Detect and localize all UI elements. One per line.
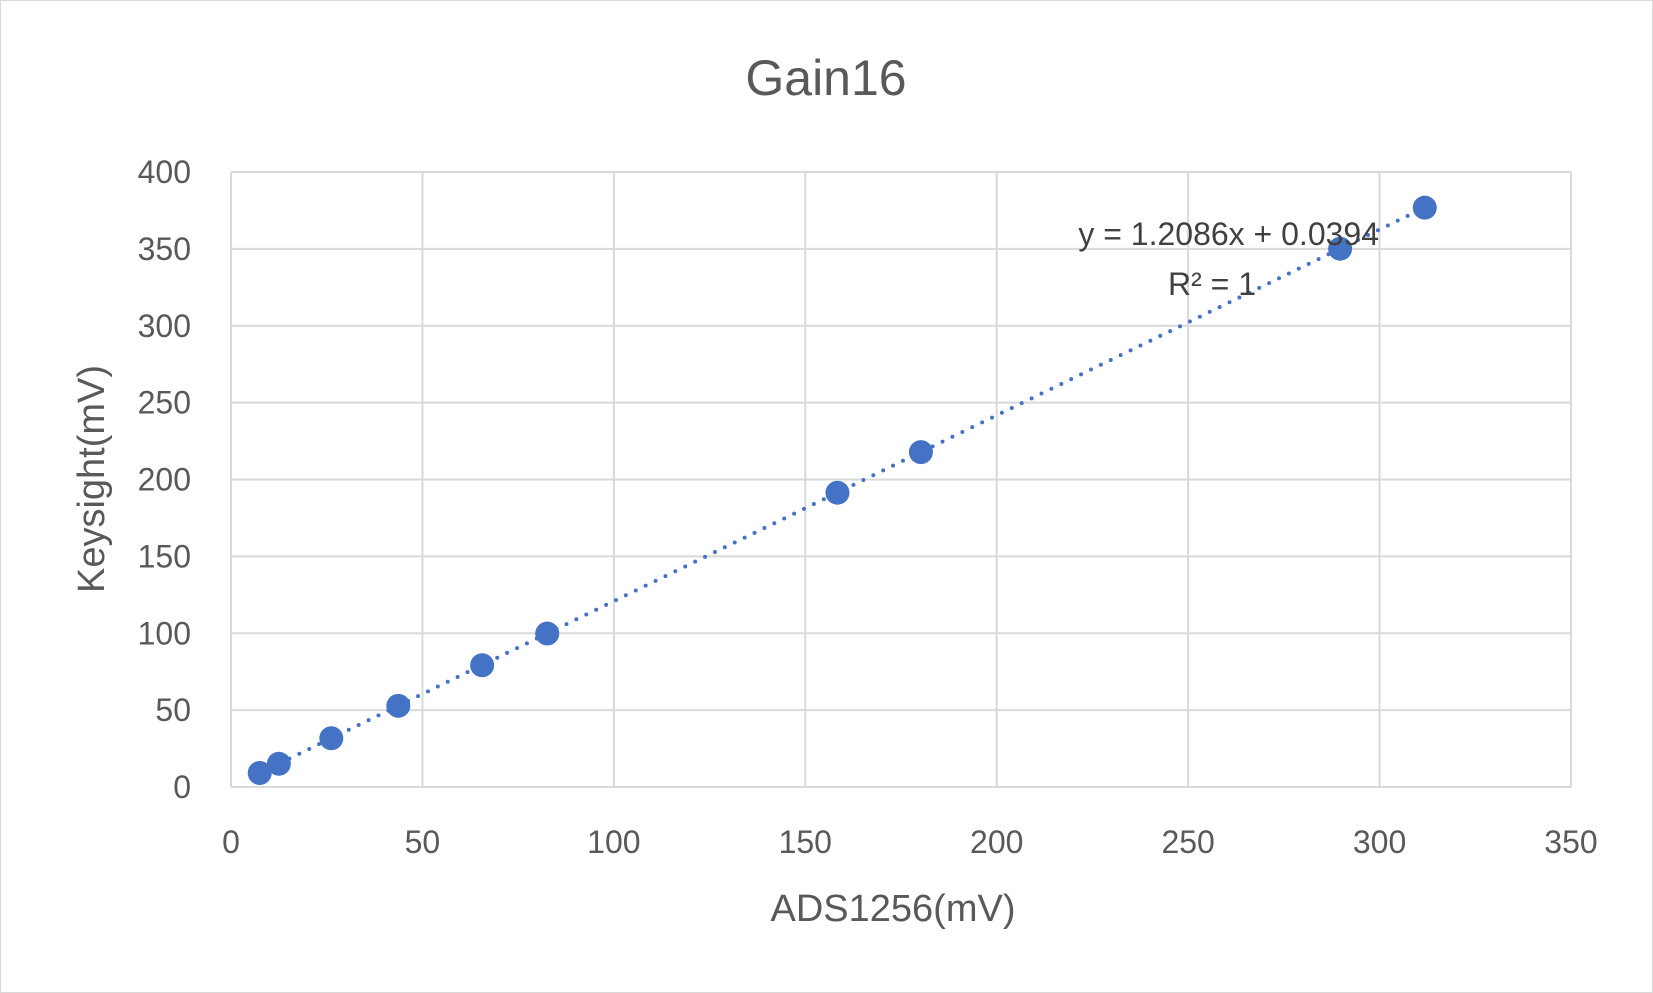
y-tick-labels: 0 50 100 150 200 250 300 350 400 — [138, 154, 191, 805]
x-tick-label-1: 50 — [405, 824, 441, 860]
x-tick-label-3: 150 — [779, 824, 832, 860]
y-tick-label-0: 0 — [173, 769, 191, 805]
x-tick-label-2: 100 — [587, 824, 640, 860]
data-point-2 — [319, 726, 344, 751]
data-point-4 — [470, 653, 495, 678]
x-axis-title: ADS1256(mV) — [771, 888, 1016, 930]
data-point-1 — [266, 751, 291, 776]
chart-title: Gain16 — [745, 50, 906, 106]
x-tick-label-5: 250 — [1161, 824, 1214, 860]
x-tick-label-0: 0 — [222, 824, 240, 860]
y-tick-label-6: 300 — [138, 308, 191, 344]
y-axis-title: Keysight(mV) — [71, 365, 113, 593]
x-tick-labels: 0 50 100 150 200 250 300 350 — [222, 824, 1598, 860]
y-tick-label-8: 400 — [138, 154, 191, 190]
data-point-8 — [1328, 236, 1353, 261]
y-tick-label-4: 200 — [138, 462, 191, 498]
data-point-6 — [825, 480, 850, 505]
y-tick-label-5: 250 — [138, 385, 191, 421]
y-tick-label-2: 100 — [138, 615, 191, 651]
data-point-5 — [535, 621, 560, 646]
y-tick-label-3: 150 — [138, 538, 191, 574]
data-points — [247, 195, 1437, 786]
trendline-r-squared: R² = 1 — [1168, 266, 1256, 302]
x-tick-label-6: 300 — [1353, 824, 1406, 860]
x-tick-label-4: 200 — [970, 824, 1023, 860]
data-point-3 — [386, 693, 411, 718]
y-tick-label-1: 50 — [155, 692, 191, 728]
y-tick-label-7: 350 — [138, 231, 191, 267]
x-tick-label-7: 350 — [1544, 824, 1597, 860]
data-point-0 — [247, 761, 272, 786]
data-point-7 — [908, 440, 933, 465]
trendline-equation: y = 1.2086x + 0.0394 — [1078, 216, 1379, 252]
data-point-9 — [1412, 195, 1437, 220]
gridlines — [230, 171, 1572, 788]
